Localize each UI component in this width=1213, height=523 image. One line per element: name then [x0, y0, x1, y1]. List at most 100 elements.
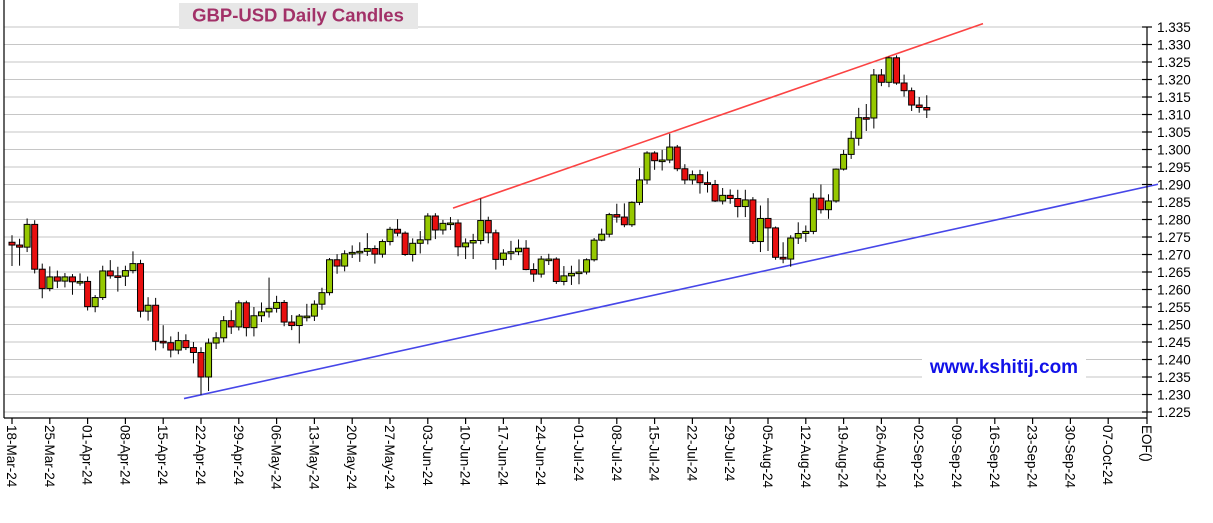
candle-body — [273, 301, 281, 309]
candle-13-Jun-24 — [484, 216, 492, 244]
candle-20-Aug-24 — [847, 130, 855, 159]
candle-body — [38, 268, 46, 289]
candle-body — [734, 198, 742, 208]
candle-body — [635, 179, 643, 203]
candle-body — [681, 168, 689, 181]
candle-body — [167, 342, 175, 351]
candle-body — [235, 302, 243, 328]
candle-28-Jun-24 — [567, 265, 575, 285]
candle-25-Jul-24 — [711, 179, 719, 202]
candle-08-May-24 — [288, 315, 296, 331]
candle-21-Aug-24 — [855, 107, 863, 146]
y-tick-label: 1.275 — [1157, 230, 1191, 245]
candle-14-Aug-24 — [817, 184, 825, 214]
candle-body — [220, 320, 228, 339]
candle-17-May-24 — [341, 250, 349, 272]
y-tick-label: 1.235 — [1157, 370, 1191, 385]
x-tick-label: 22-Apr-24 — [193, 425, 208, 486]
x-tick-label: 15-Jul-24 — [647, 425, 662, 482]
candle-11-Apr-24 — [144, 297, 152, 321]
candle-19-Mar-24 — [16, 238, 24, 266]
candle-body — [847, 137, 855, 155]
candle-06-Aug-24 — [772, 226, 780, 260]
y-tick-label: 1.335 — [1157, 20, 1191, 35]
candle-16-May-24 — [333, 254, 341, 274]
candle-body — [817, 197, 825, 211]
candle-body — [189, 347, 197, 354]
x-tick-label: 03-Jun-24 — [420, 425, 435, 486]
x-tick-label: 19-Aug-24 — [836, 425, 851, 489]
candle-27-Jun-24 — [560, 266, 568, 286]
candles — [8, 55, 931, 395]
x-tick-label: 08-Jul-24 — [609, 425, 624, 482]
y-tick-label: 1.310 — [1157, 107, 1191, 122]
candle-body — [545, 258, 553, 262]
y-tick-label: 1.250 — [1157, 317, 1191, 332]
candle-21-Jun-24 — [530, 263, 538, 282]
candle-02-May-24 — [257, 302, 265, 323]
candle-18-Apr-24 — [182, 334, 190, 351]
candle-body — [605, 214, 613, 235]
candle-09-May-24 — [295, 314, 303, 344]
candle-09-Apr-24 — [129, 251, 137, 274]
y-tick-label: 1.330 — [1157, 37, 1191, 52]
candle-10-May-24 — [303, 303, 311, 322]
candle-28-Mar-24 — [68, 274, 76, 295]
candle-01-May-24 — [250, 307, 258, 337]
candle-body — [658, 159, 666, 163]
candle-30-Aug-24 — [908, 87, 916, 111]
x-tick-label: 16-Sep-24 — [987, 425, 1002, 489]
candle-body — [840, 153, 848, 170]
candle-18-Jun-24 — [507, 240, 515, 261]
candle-03-Apr-24 — [99, 265, 107, 300]
candle-17-Jul-24 — [666, 133, 674, 164]
candle-body — [16, 244, 24, 248]
candle-03-May-24 — [265, 277, 273, 318]
candle-body — [809, 197, 817, 232]
candle-09-Jul-24 — [620, 203, 628, 228]
candle-26-Apr-24 — [227, 310, 235, 334]
candle-body — [507, 251, 515, 254]
candle-02-Sep-24 — [915, 97, 923, 113]
candle-body — [288, 321, 296, 327]
candle-body — [908, 90, 916, 106]
candle-body — [696, 174, 704, 184]
x-tick-label: 10-Jun-24 — [458, 425, 473, 486]
candle-13-May-24 — [310, 300, 318, 321]
candle-15-Aug-24 — [824, 194, 832, 219]
candle-body — [212, 337, 220, 344]
candle-body — [915, 104, 923, 109]
candle-body — [8, 241, 16, 246]
candle-26-Mar-24 — [53, 270, 61, 289]
y-tick-label: 1.245 — [1157, 335, 1191, 350]
candle-body — [764, 217, 772, 229]
candle-12-Jul-24 — [643, 151, 651, 185]
candle-body — [832, 168, 840, 202]
candle-body — [567, 272, 575, 277]
candle-05-Jul-24 — [605, 212, 613, 238]
candle-body — [250, 315, 258, 329]
candle-15-Jul-24 — [651, 151, 659, 170]
candle-01-Apr-24 — [84, 276, 92, 311]
candle-03-Sep-24 — [923, 95, 931, 118]
x-tick-label: 29-Jul-24 — [722, 425, 737, 482]
candle-body — [900, 82, 908, 92]
candle-body — [704, 182, 712, 185]
candle-body — [371, 248, 379, 255]
x-tick-label: 23-Sep-24 — [1025, 425, 1040, 489]
candle-29-Apr-24 — [235, 300, 243, 331]
candle-04-Jun-24 — [431, 213, 439, 240]
x-tick-label: 22-Jul-24 — [684, 425, 699, 482]
y-tick-label: 1.290 — [1157, 177, 1191, 192]
candle-30-Apr-24 — [242, 300, 250, 337]
candle-17-Apr-24 — [174, 331, 182, 355]
candle-30-Jul-24 — [734, 189, 742, 218]
candle-body — [53, 276, 61, 282]
candle-21-May-24 — [356, 242, 364, 262]
candle-body — [620, 216, 628, 226]
candle-08-Apr-24 — [121, 265, 129, 286]
candle-16-Jul-24 — [658, 149, 666, 171]
x-tick-label: 02-Sep-24 — [911, 425, 926, 489]
candle-11-Jul-24 — [635, 168, 643, 206]
